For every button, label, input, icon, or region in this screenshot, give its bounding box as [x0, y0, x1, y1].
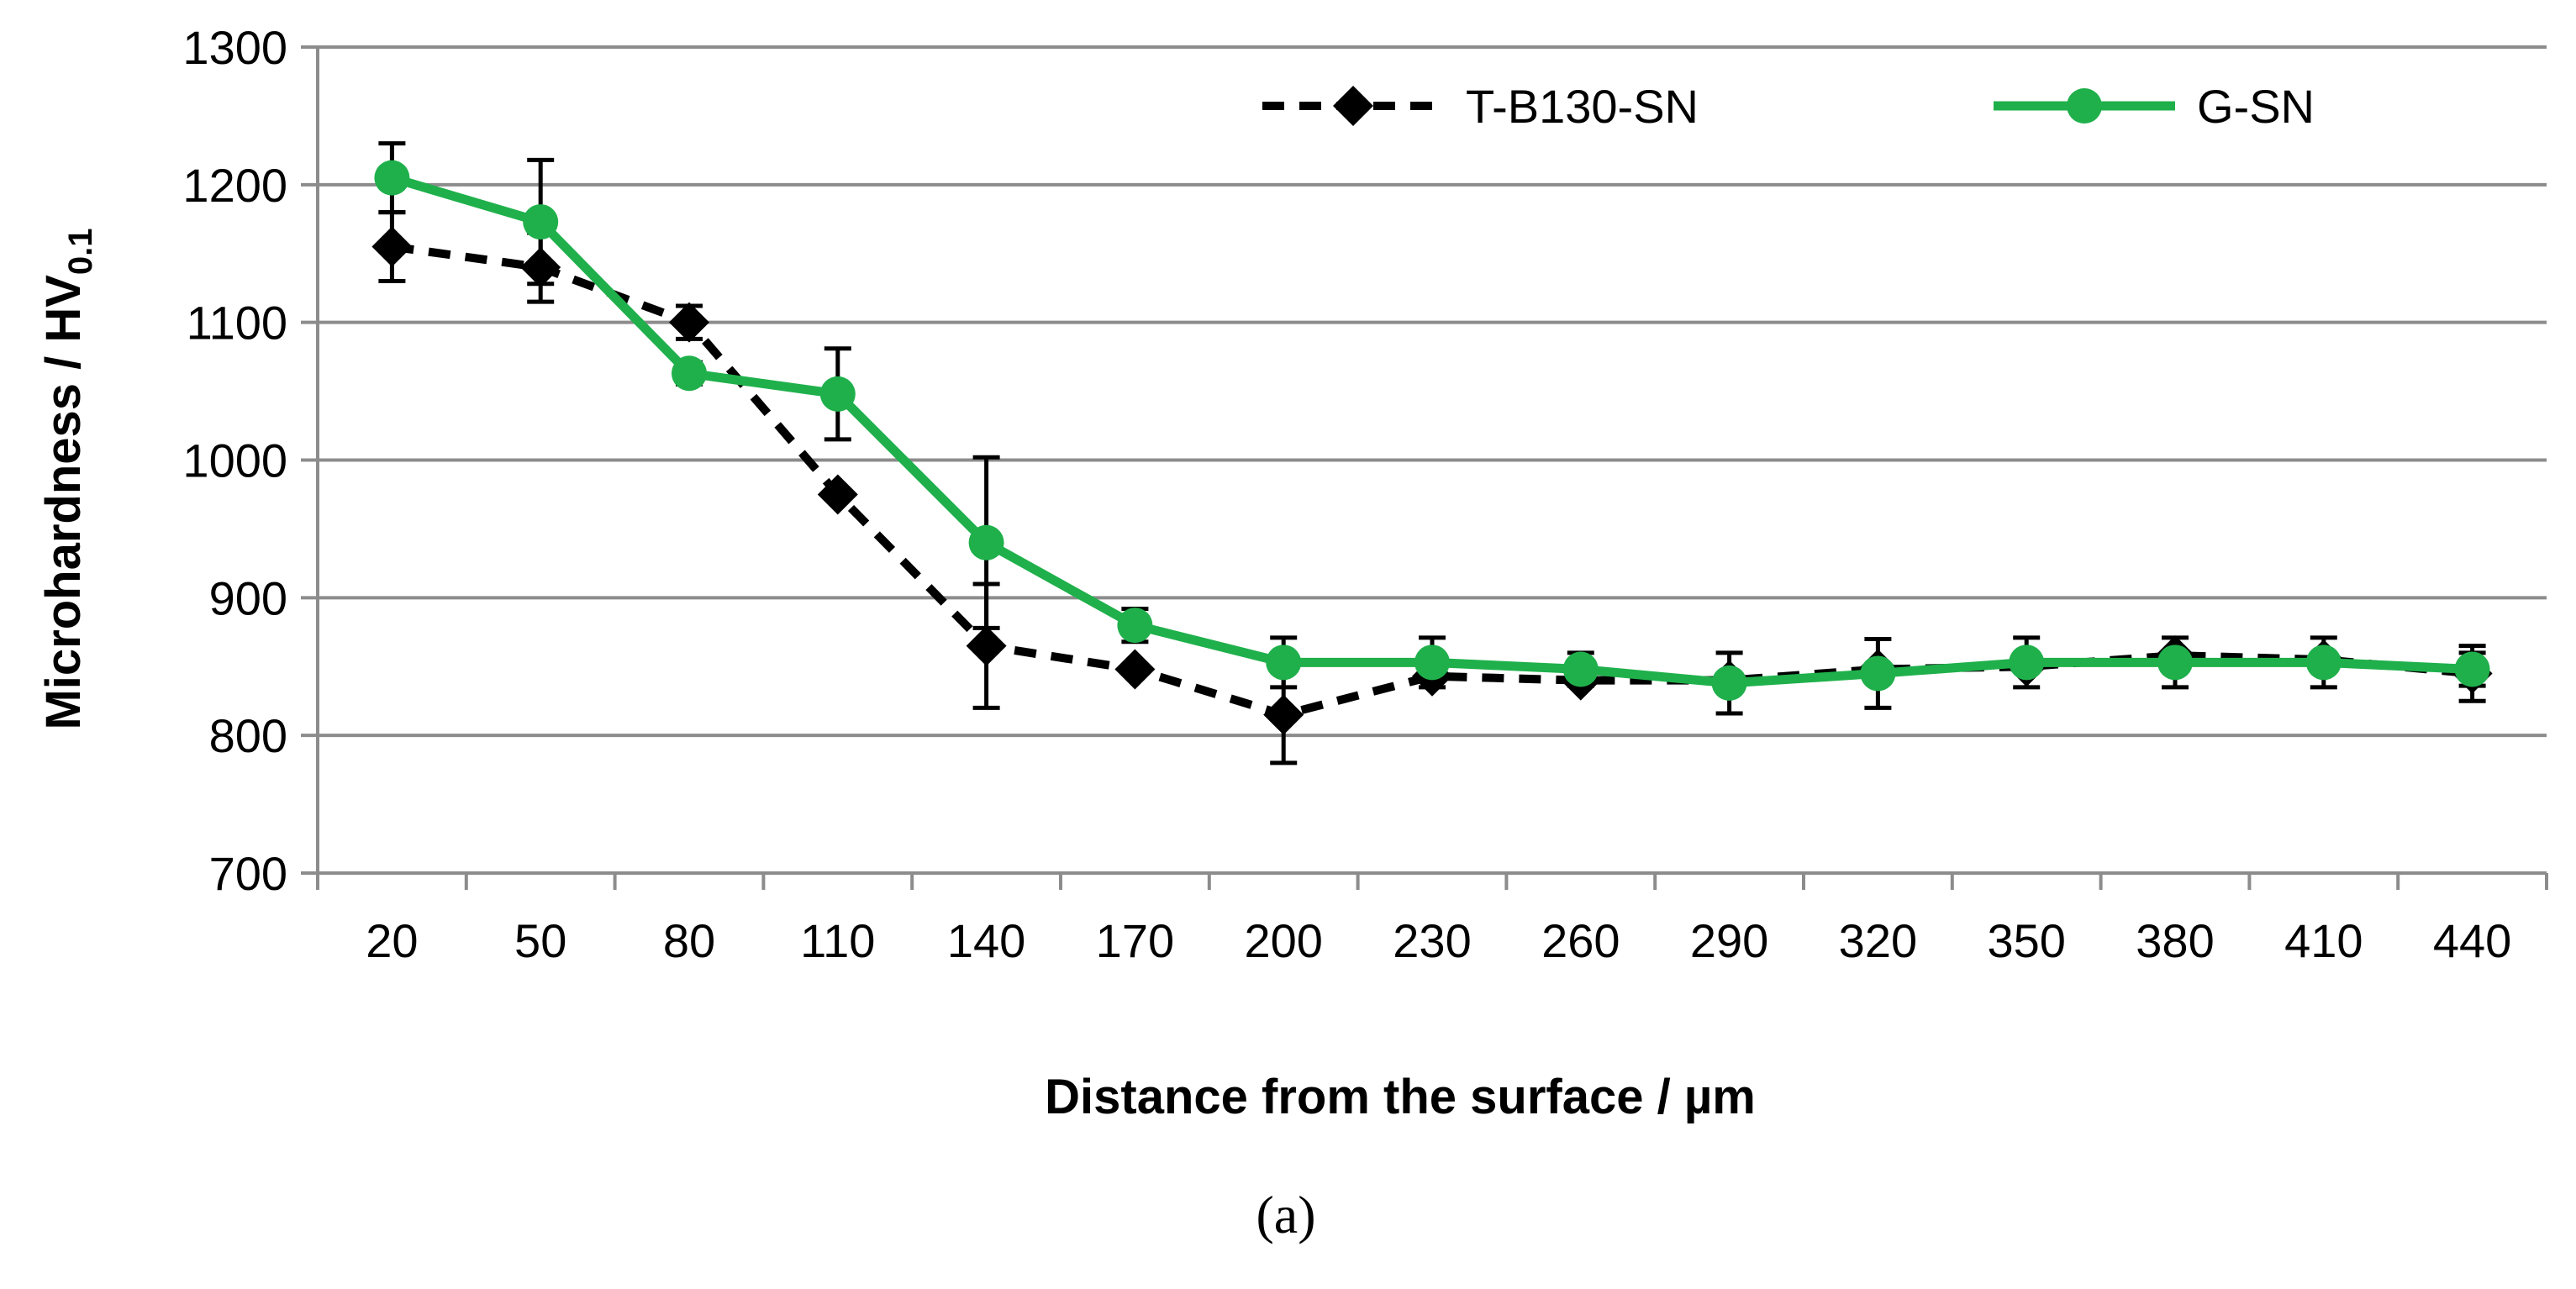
y-axis-title-main: Microhardness / HV: [36, 275, 91, 730]
y-tick-label: 900: [209, 571, 287, 624]
data-point-circle: [1562, 651, 1599, 687]
legend-label: G-SN: [2197, 80, 2315, 133]
x-tick-label: 50: [514, 914, 566, 967]
x-axis-title: Distance from the surface / µm: [1045, 1070, 1756, 1124]
data-point-circle: [2157, 644, 2193, 681]
x-tick-label: 380: [2136, 914, 2214, 967]
data-point-diamond: [669, 302, 709, 343]
series-line: [390, 173, 2473, 688]
grid-layer: [318, 45, 2547, 738]
y-tick-label: 700: [209, 847, 287, 900]
y-tick-label: 1300: [182, 21, 287, 74]
x-tick-label: 440: [2433, 914, 2511, 967]
data-point-circle: [2305, 644, 2342, 681]
x-tick-label: 110: [800, 914, 875, 967]
y-tick-label: 1100: [187, 297, 287, 350]
y-axis-title-subscript: 0.1: [62, 228, 99, 275]
data-point-circle: [1414, 644, 1450, 681]
data-point-circle: [374, 160, 410, 196]
axis-layer: 700 800 900 1000 1100 1200 1300 20 50 80 110 140 170…: [182, 21, 2548, 967]
data-point-diamond: [817, 474, 858, 515]
y-tick-label: 800: [209, 709, 287, 762]
legend-marker-diamond: [1333, 86, 1373, 126]
x-tick-label: 350: [1987, 914, 2065, 967]
x-tick-label: 200: [1244, 914, 1322, 967]
data-point-diamond: [1263, 694, 1304, 735]
data-point-circle: [968, 524, 1004, 560]
data-point-circle: [1117, 608, 1153, 644]
data-point-circle: [1266, 644, 1302, 681]
data-point-circle: [2009, 644, 2045, 681]
data-point-diamond: [1114, 649, 1156, 690]
x-tick-label: 140: [947, 914, 1025, 967]
x-tick-label: 170: [1096, 914, 1174, 967]
x-tick-label: 230: [1393, 914, 1471, 967]
data-point-circle: [1860, 655, 1896, 692]
series-G-SN: [374, 141, 2490, 716]
series-layer: [371, 141, 2493, 766]
x-tick-label: 260: [1541, 914, 1620, 967]
legend-item-T-B130-SN: T-B130-SN: [1262, 80, 1699, 133]
data-point-circle: [819, 376, 856, 412]
legend-marker-circle: [2067, 88, 2102, 124]
data-point-circle: [1711, 665, 1747, 701]
legend-label: T-B130-SN: [1466, 80, 1699, 133]
data-point-circle: [523, 204, 559, 240]
data-point-diamond: [966, 625, 1007, 666]
data-point-diamond: [371, 226, 413, 267]
x-tick-label: 80: [663, 914, 715, 967]
x-tick-label: 410: [2284, 914, 2363, 967]
figure-caption: (a): [1256, 1185, 1315, 1244]
y-axis-title: Microhardness / HV0.1: [36, 228, 99, 729]
y-tick-label: 1200: [182, 159, 287, 212]
y-tick-label: 1000: [182, 434, 287, 487]
data-point-circle: [672, 355, 707, 392]
legend: T-B130-SN G-SN: [1262, 80, 2315, 133]
x-tick-label: 320: [1839, 914, 1917, 967]
x-tick-label: 20: [366, 914, 418, 967]
x-tick-label: 290: [1690, 914, 1768, 967]
legend-item-G-SN: G-SN: [1994, 80, 2315, 133]
data-point-circle: [2454, 651, 2490, 687]
